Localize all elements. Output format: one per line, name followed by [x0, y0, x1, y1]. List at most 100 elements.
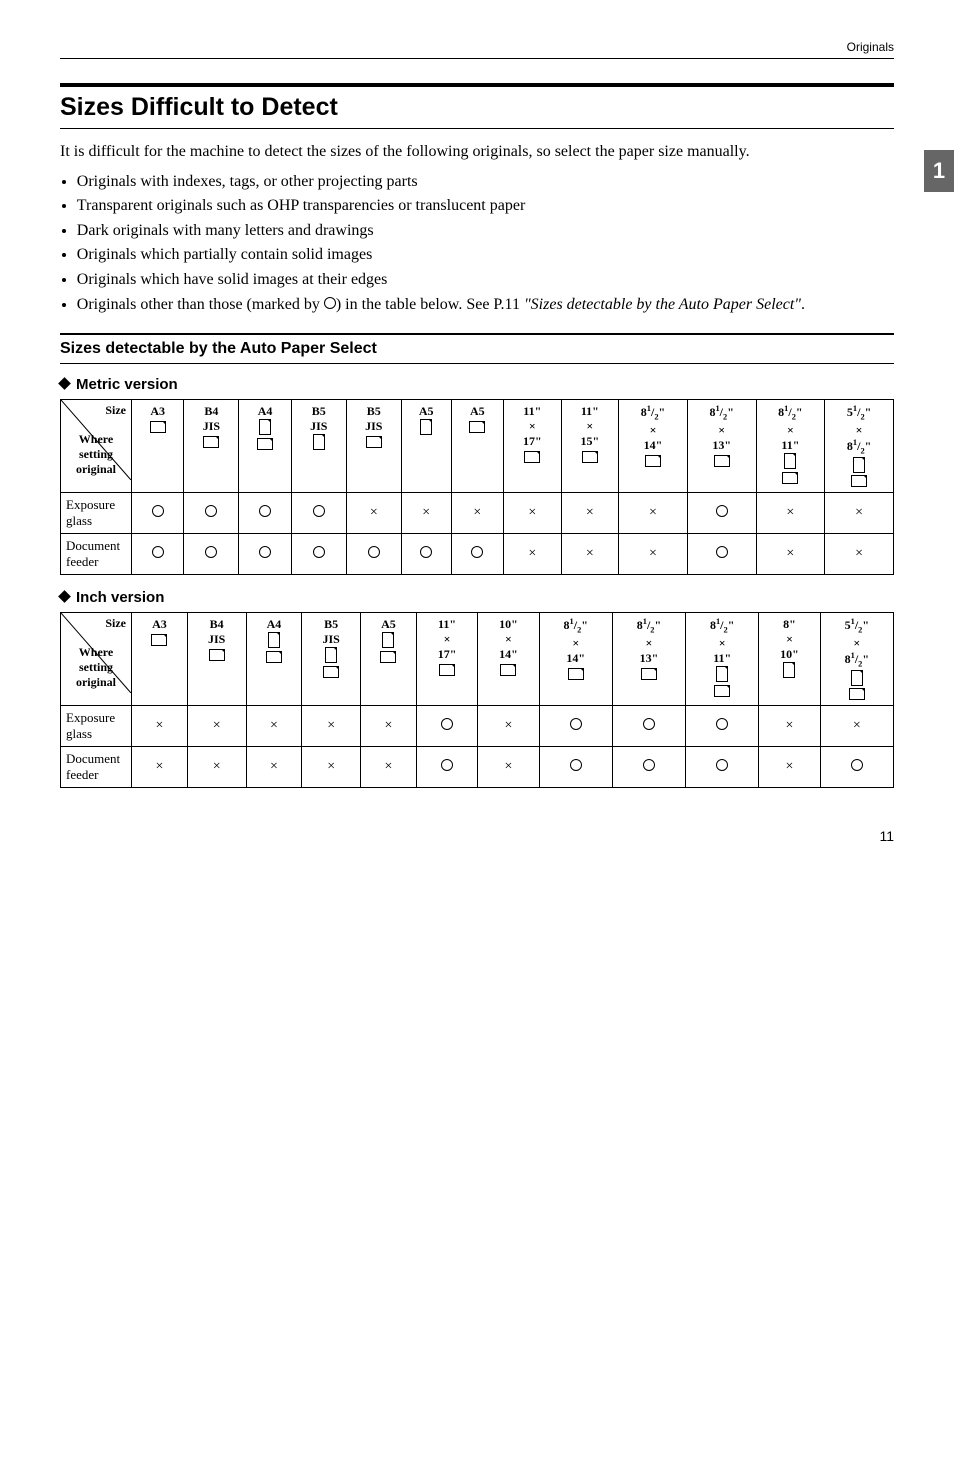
subsection-title: Sizes detectable by the Auto Paper Selec… [60, 333, 894, 364]
table-mark [239, 534, 291, 575]
table-col-header: A5 [361, 613, 417, 706]
table-mark: × [756, 493, 825, 534]
diamond-icon [58, 590, 71, 603]
mark-yes-icon [643, 718, 655, 730]
orientation-land-icon [568, 668, 584, 680]
orientation-land-icon [439, 664, 455, 676]
table-row-header: Exposureglass [61, 706, 132, 747]
table-mark: × [361, 706, 417, 747]
orientation-port-icon [268, 632, 280, 648]
table-col-header: 81/2"×14" [539, 613, 612, 706]
mark-yes-icon [441, 759, 453, 771]
table-col-header: A5 [451, 400, 503, 493]
table-col-header: 10"×14" [478, 613, 539, 706]
table-row-header: Documentfeeder [61, 747, 132, 788]
mark-yes-icon [313, 505, 325, 517]
orientation-port-icon [259, 419, 271, 435]
mark-yes-icon [205, 546, 217, 558]
table-mark: × [759, 747, 820, 788]
mark-yes-icon [716, 759, 728, 771]
table-col-header: B4JIS [187, 613, 246, 706]
table-mark [451, 534, 503, 575]
table-col-header: 81/2"×11" [756, 400, 825, 493]
table-col-header: A4 [239, 400, 291, 493]
orientation-land-icon [257, 438, 273, 450]
table-mark [820, 747, 893, 788]
orientation-port-icon [851, 670, 863, 686]
table-mark [291, 493, 346, 534]
bullet-item: Originals with indexes, tags, or other p… [77, 171, 894, 193]
orientation-land-icon [203, 436, 219, 448]
table-mark [184, 534, 239, 575]
table-mark [132, 534, 184, 575]
table-col-header: 8"×10" [759, 613, 820, 706]
side-tab: 1 [924, 150, 954, 192]
header-rule [60, 58, 894, 59]
table-mark [132, 493, 184, 534]
table-col-header: 11"×15" [561, 400, 619, 493]
mark-yes-icon [205, 505, 217, 517]
table-mark [184, 493, 239, 534]
bullet-item: Dark originals with many letters and dra… [77, 220, 894, 242]
mark-yes-icon [716, 546, 728, 558]
table-mark [401, 534, 451, 575]
table-col-header: A4 [246, 613, 302, 706]
table-mark: × [451, 493, 503, 534]
table-mark: × [820, 706, 893, 747]
orientation-land-icon [469, 421, 485, 433]
mark-yes-icon [570, 718, 582, 730]
table-mark: × [302, 747, 361, 788]
table-col-header: 81/2"×13" [612, 613, 685, 706]
table-mark: × [302, 706, 361, 747]
table-col-header: A5 [401, 400, 451, 493]
mark-yes-icon [259, 505, 271, 517]
mark-yes-icon [152, 546, 164, 558]
table-mark: × [187, 747, 246, 788]
bullet-item: Originals which have solid images at the… [77, 269, 894, 291]
table-mark: × [478, 747, 539, 788]
table-mark: × [132, 747, 188, 788]
mark-yes-icon [152, 505, 164, 517]
mark-yes-icon [570, 759, 582, 771]
table-mark: × [246, 706, 302, 747]
table-mark: × [503, 534, 561, 575]
orientation-land-icon [524, 451, 540, 463]
orientation-port-icon [313, 434, 325, 450]
table-header-diagonal: SizeWheresettingoriginal [61, 400, 132, 493]
inch-table: SizeWheresettingoriginalA3B4JISA4B5JISA5… [60, 612, 894, 788]
table-mark [416, 706, 477, 747]
table-mark: × [187, 706, 246, 747]
orientation-land-icon [209, 649, 225, 661]
metric-table: SizeWheresettingoriginalA3B4JISA4B5JISB5… [60, 399, 894, 575]
orientation-land-icon [582, 451, 598, 463]
orientation-port-icon [853, 457, 865, 473]
orientation-land-icon [641, 668, 657, 680]
table-col-header: 81/2"×13" [687, 400, 756, 493]
orientation-land-icon [714, 685, 730, 697]
table-row-header: Documentfeeder [61, 534, 132, 575]
table-mark: × [825, 534, 894, 575]
table-col-header: 81/2"×14" [619, 400, 688, 493]
table-mark: × [825, 493, 894, 534]
table-col-header: A3 [132, 613, 188, 706]
table-col-header: 51/2"×81/2" [825, 400, 894, 493]
orientation-port-icon [382, 632, 394, 648]
table-col-header: 11"×17" [503, 400, 561, 493]
table-mark [239, 493, 291, 534]
diamond-icon [58, 377, 71, 390]
circle-icon [324, 297, 336, 309]
table-mark [291, 534, 346, 575]
orientation-land-icon [323, 666, 339, 678]
page-number: 11 [60, 828, 894, 844]
orientation-land-icon [151, 634, 167, 646]
table-mark: × [503, 493, 561, 534]
table-mark: × [619, 493, 688, 534]
table-mark [686, 706, 759, 747]
mark-yes-icon [643, 759, 655, 771]
mark-yes-icon [471, 546, 483, 558]
orientation-land-icon [851, 475, 867, 487]
orientation-land-icon [714, 455, 730, 467]
table-mark [539, 747, 612, 788]
table-col-header: 81/2"×11" [686, 613, 759, 706]
table-mark: × [561, 493, 619, 534]
